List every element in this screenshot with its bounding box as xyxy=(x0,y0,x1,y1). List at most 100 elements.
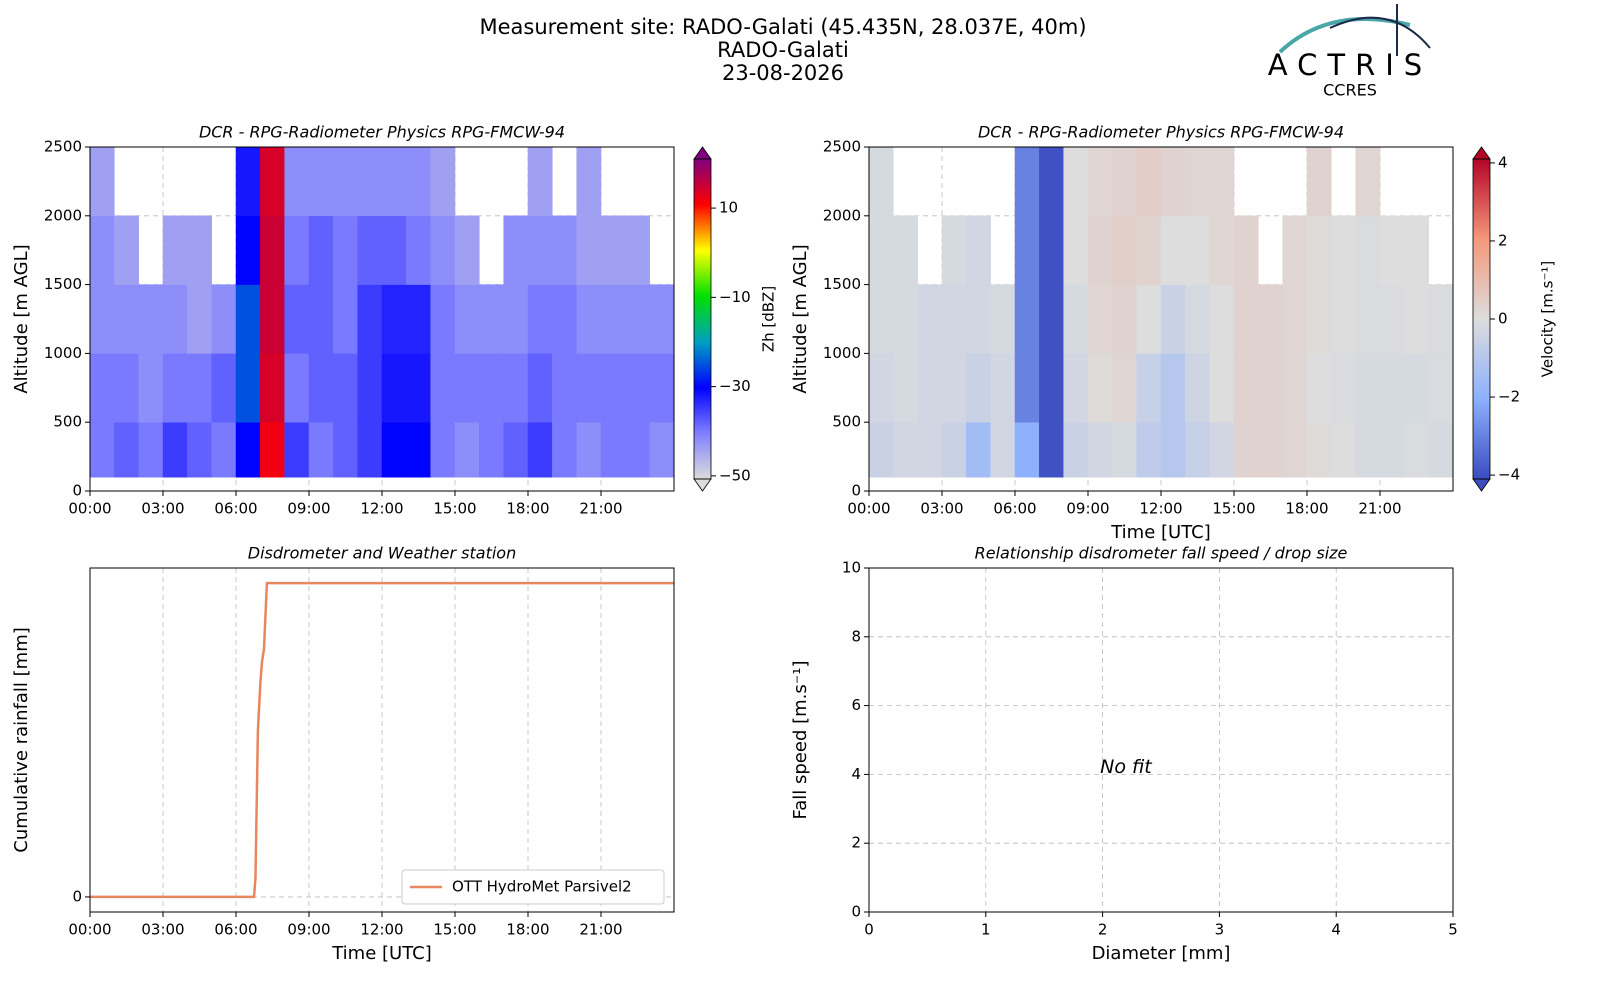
heatmap-cell xyxy=(1379,284,1405,354)
heatmap-cell xyxy=(260,146,285,217)
heatmap-cell xyxy=(941,284,967,354)
x-tick-label: 18:00 xyxy=(506,921,549,939)
heatmap-cell xyxy=(114,284,139,354)
heatmap-cell xyxy=(1185,146,1210,217)
heatmap-cell xyxy=(479,421,504,478)
heatmap-cell xyxy=(381,215,407,285)
heatmap-cell xyxy=(211,284,237,354)
heatmap-cell xyxy=(1331,421,1356,478)
y-tick-label: 0 xyxy=(851,482,861,500)
y-tick-label: 4 xyxy=(851,765,861,783)
heatmap-cell xyxy=(893,421,918,478)
heatmap-cell xyxy=(966,284,991,354)
heatmap-cell xyxy=(1379,353,1405,423)
heatmap-cell xyxy=(308,215,334,285)
heatmap-cell xyxy=(1039,215,1064,285)
plot-frame xyxy=(89,567,675,913)
heatmap-cell xyxy=(1014,421,1040,478)
heatmap-cell xyxy=(1233,353,1259,423)
heatmap-cell xyxy=(552,353,577,423)
heatmap-cell xyxy=(284,284,310,354)
heatmap-cell xyxy=(308,421,334,478)
heatmap-cell xyxy=(1404,284,1429,354)
heatmap-cell xyxy=(284,146,310,217)
heatmap-cell xyxy=(114,421,139,478)
heatmap-cell xyxy=(1258,284,1283,354)
heatmap-cell xyxy=(552,284,577,354)
x-axis-label: Time [UTC] xyxy=(1110,522,1211,543)
heatmap-cell xyxy=(1039,284,1064,354)
heatmap-cell xyxy=(990,421,1016,478)
heatmap-cell xyxy=(89,284,115,354)
heatmap-cell xyxy=(1355,146,1381,217)
heatmap-cell xyxy=(284,353,310,423)
heatmap-cell xyxy=(187,421,212,478)
heatmap-cell xyxy=(1209,215,1235,285)
x-tick-label: 1 xyxy=(981,921,991,939)
heatmap-cell xyxy=(1282,215,1308,285)
x-tick-label: 15:00 xyxy=(1212,500,1255,518)
heatmap-cell xyxy=(527,146,553,217)
chart-title: Relationship disdrometer fall speed / dr… xyxy=(975,544,1348,563)
heatmap-cell xyxy=(1014,215,1040,285)
y-axis-label: Altitude [m AGL] xyxy=(790,244,811,393)
heatmap-cell xyxy=(114,353,139,423)
heatmap-cell xyxy=(1355,215,1381,285)
heatmap-cell xyxy=(649,284,675,354)
heatmap-cell xyxy=(333,284,358,354)
heatmap-cell xyxy=(430,421,456,478)
x-tick-label: 5 xyxy=(1448,921,1458,939)
heatmap-cell xyxy=(406,146,431,217)
colorbar xyxy=(1473,159,1490,479)
heatmap-cell xyxy=(576,353,602,423)
heatmap-cell xyxy=(211,421,237,478)
heatmap-cell xyxy=(1112,215,1137,285)
heatmap-cell xyxy=(600,284,626,354)
heatmap-cell xyxy=(1379,421,1405,478)
heatmap-cell xyxy=(357,353,383,423)
heatmap-cell xyxy=(308,284,334,354)
heatmap-cell xyxy=(1160,284,1186,354)
heatmap-cell xyxy=(381,284,407,354)
heatmap-cell xyxy=(1233,421,1259,478)
heatmap-cell xyxy=(89,353,115,423)
legend-label: OTT HydroMet Parsivel2 xyxy=(452,878,632,896)
heatmap-cell xyxy=(868,215,894,285)
heatmap-cell xyxy=(357,421,383,478)
heatmap-cell xyxy=(260,215,285,285)
x-tick-label: 09:00 xyxy=(1066,500,1109,518)
heatmap-cell xyxy=(1379,215,1405,285)
y-tick-label: 2 xyxy=(851,834,861,852)
heatmap-cell xyxy=(454,215,480,285)
heatmap-cell xyxy=(406,215,431,285)
y-axis-label: Cumulative rainfall [mm] xyxy=(11,627,32,853)
heatmap-cell xyxy=(552,215,577,285)
heatmap-cell xyxy=(1428,353,1454,423)
x-tick-label: 06:00 xyxy=(214,500,257,518)
heatmap-cell xyxy=(503,353,529,423)
plot-frame xyxy=(868,567,1454,913)
heatmap-cell xyxy=(430,353,456,423)
x-axis-label: Time [UTC] xyxy=(331,943,432,964)
heatmap-cell xyxy=(430,215,456,285)
heatmap-cell xyxy=(1063,284,1089,354)
logo-arc xyxy=(1329,16,1431,49)
heatmap-cell xyxy=(1160,146,1186,217)
y-tick-label: 2500 xyxy=(44,138,82,156)
heatmap-cell xyxy=(576,284,602,354)
heatmap-cell xyxy=(1355,284,1381,354)
x-axis-label: Diameter [mm] xyxy=(1092,943,1231,964)
heatmap-cell xyxy=(454,421,480,478)
x-tick-label: 21:00 xyxy=(579,921,622,939)
heatmap-cell xyxy=(162,284,188,354)
heatmap-cell xyxy=(625,421,650,478)
heatmap-cell xyxy=(966,215,991,285)
heatmap-cell xyxy=(333,146,358,217)
y-tick-label: 6 xyxy=(851,696,861,714)
y-tick-label: 2000 xyxy=(44,206,82,224)
annotation: No fit xyxy=(1100,756,1153,778)
colorbar-tick-label: −2 xyxy=(1498,388,1520,406)
heatmap-cell xyxy=(1039,421,1064,478)
heatmap-cell xyxy=(649,353,675,423)
